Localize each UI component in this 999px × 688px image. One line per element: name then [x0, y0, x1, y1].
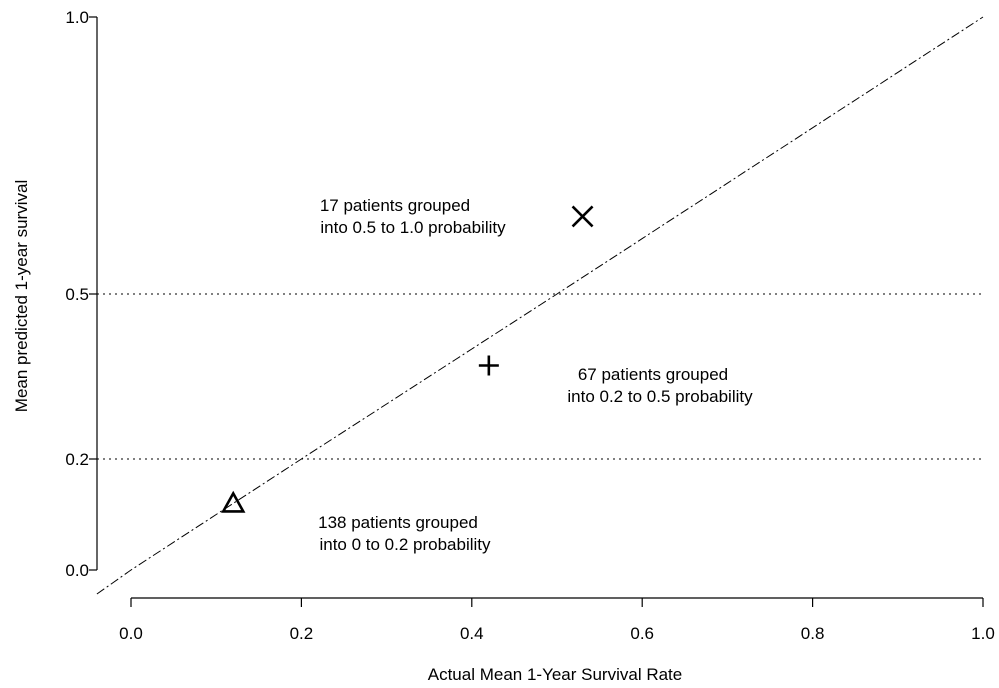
marker-plus: [478, 355, 499, 376]
x-tick-label: 0.0: [119, 624, 143, 643]
y-tick-label: 0.0: [65, 561, 89, 580]
x-tick-label: 0.8: [801, 624, 825, 643]
y-tick-label: 1.0: [65, 8, 89, 27]
annotation-text: 67 patients grouped: [578, 365, 728, 384]
identity-diagonal-line: [96, 16, 984, 595]
x-tick-label: 0.6: [630, 624, 654, 643]
reference-lines: [96, 16, 984, 595]
y-tick-label: 0.2: [65, 450, 89, 469]
annotation-text: into 0.5 to 1.0 probability: [320, 218, 506, 237]
axes: 0.0 0.2 0.4 0.6 0.8 1.0 0.0 0.2 0.5 1.0: [65, 8, 994, 643]
x-tick-label: 1.0: [971, 624, 995, 643]
y-tick-label: 0.5: [65, 285, 89, 304]
x-tick-label: 0.4: [460, 624, 484, 643]
data-markers: [221, 205, 594, 513]
annotation-text: into 0 to 0.2 probability: [319, 535, 491, 554]
marker-x-b: [571, 205, 594, 228]
annotation-text: 138 patients grouped: [318, 513, 478, 532]
marker-triangle: [221, 490, 246, 513]
annotations: 17 patients grouped into 0.5 to 1.0 proba…: [318, 196, 753, 554]
x-tick-label: 0.2: [290, 624, 314, 643]
annotation-text: into 0.2 to 0.5 probability: [567, 387, 753, 406]
annotation-text: 17 patients grouped: [320, 196, 470, 215]
x-axis-title: Actual Mean 1-Year Survival Rate: [428, 665, 683, 684]
marker-x: [571, 205, 594, 228]
y-axis-title: Mean predicted 1-year survival: [12, 180, 31, 412]
